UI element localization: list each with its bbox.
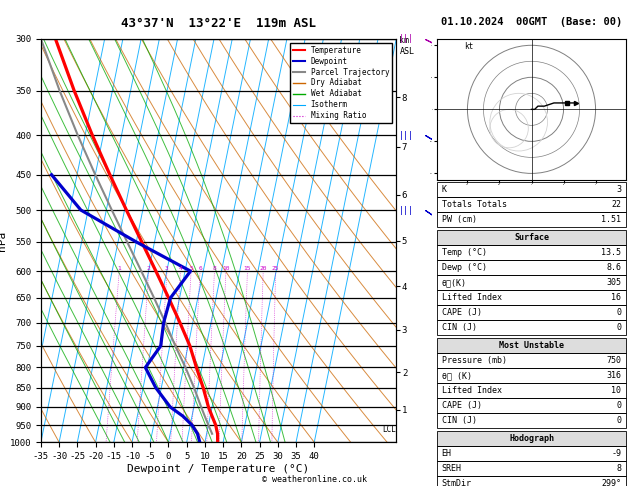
Text: StmDir: StmDir bbox=[442, 479, 472, 486]
Text: 01.10.2024  00GMT  (Base: 00): 01.10.2024 00GMT (Base: 00) bbox=[441, 17, 622, 27]
Text: 8: 8 bbox=[616, 464, 621, 473]
Text: 1: 1 bbox=[118, 266, 121, 271]
Legend: Temperature, Dewpoint, Parcel Trajectory, Dry Adiabat, Wet Adiabat, Isotherm, Mi: Temperature, Dewpoint, Parcel Trajectory… bbox=[290, 43, 392, 123]
Text: 10: 10 bbox=[611, 386, 621, 395]
Text: CAPE (J): CAPE (J) bbox=[442, 308, 482, 317]
Text: 5: 5 bbox=[189, 266, 193, 271]
Text: 0: 0 bbox=[616, 308, 621, 317]
Text: CIN (J): CIN (J) bbox=[442, 323, 477, 332]
Text: 1.51: 1.51 bbox=[601, 215, 621, 225]
Text: |||: ||| bbox=[399, 35, 414, 43]
Text: 20: 20 bbox=[259, 266, 267, 271]
Text: Lifted Index: Lifted Index bbox=[442, 386, 501, 395]
Text: LCL: LCL bbox=[382, 425, 396, 434]
Text: 3: 3 bbox=[165, 266, 169, 271]
Text: |||: ||| bbox=[399, 206, 414, 214]
Text: 22: 22 bbox=[611, 200, 621, 209]
Y-axis label: hPa: hPa bbox=[0, 230, 7, 251]
Text: Hodograph: Hodograph bbox=[509, 434, 554, 443]
Text: 305: 305 bbox=[606, 278, 621, 287]
Text: 8.6: 8.6 bbox=[606, 263, 621, 272]
Text: θᴄ (K): θᴄ (K) bbox=[442, 371, 472, 380]
Text: © weatheronline.co.uk: © weatheronline.co.uk bbox=[262, 474, 367, 484]
Text: 13.5: 13.5 bbox=[601, 248, 621, 257]
Text: Temp (°C): Temp (°C) bbox=[442, 248, 487, 257]
Text: SREH: SREH bbox=[442, 464, 462, 473]
Text: 0: 0 bbox=[616, 323, 621, 332]
Text: 8: 8 bbox=[213, 266, 216, 271]
Text: 0: 0 bbox=[616, 416, 621, 425]
Text: 15: 15 bbox=[243, 266, 251, 271]
Text: 0: 0 bbox=[616, 401, 621, 410]
Text: Surface: Surface bbox=[514, 233, 549, 242]
Text: Lifted Index: Lifted Index bbox=[442, 293, 501, 302]
X-axis label: Dewpoint / Temperature (°C): Dewpoint / Temperature (°C) bbox=[128, 464, 309, 474]
Text: 10: 10 bbox=[222, 266, 230, 271]
Text: CIN (J): CIN (J) bbox=[442, 416, 477, 425]
Text: Totals Totals: Totals Totals bbox=[442, 200, 506, 209]
Text: EH: EH bbox=[442, 449, 452, 458]
Text: km
ASL: km ASL bbox=[399, 36, 415, 56]
Text: Pressure (mb): Pressure (mb) bbox=[442, 356, 506, 365]
Text: 43°37'N  13°22'E  119m ASL: 43°37'N 13°22'E 119m ASL bbox=[121, 17, 316, 30]
Text: θᴄ(K): θᴄ(K) bbox=[442, 278, 467, 287]
Text: -9: -9 bbox=[611, 449, 621, 458]
Text: Dewp (°C): Dewp (°C) bbox=[442, 263, 487, 272]
Text: 16: 16 bbox=[611, 293, 621, 302]
Text: Most Unstable: Most Unstable bbox=[499, 341, 564, 350]
Text: |||: ||| bbox=[399, 131, 414, 140]
Text: 299°: 299° bbox=[601, 479, 621, 486]
Text: K: K bbox=[442, 185, 447, 194]
Text: 316: 316 bbox=[606, 371, 621, 380]
Text: 750: 750 bbox=[606, 356, 621, 365]
Text: 3: 3 bbox=[616, 185, 621, 194]
Text: 2: 2 bbox=[147, 266, 150, 271]
Text: CAPE (J): CAPE (J) bbox=[442, 401, 482, 410]
Text: 6: 6 bbox=[198, 266, 202, 271]
Text: 4: 4 bbox=[179, 266, 182, 271]
Text: kt: kt bbox=[464, 42, 474, 51]
Text: 25: 25 bbox=[272, 266, 279, 271]
Text: PW (cm): PW (cm) bbox=[442, 215, 477, 225]
